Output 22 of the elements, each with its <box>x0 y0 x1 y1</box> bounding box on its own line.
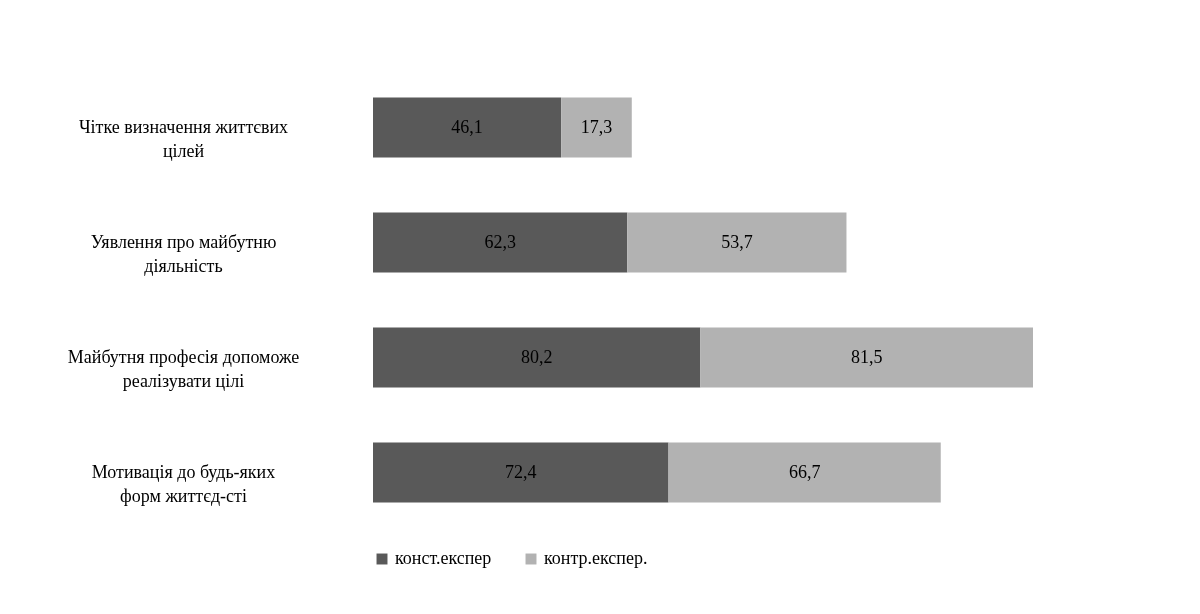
data-label: 62,3 <box>484 231 516 252</box>
bar <box>668 442 941 503</box>
legend-label: конст.експер <box>395 548 492 568</box>
legend-label: контр.експер. <box>544 548 648 568</box>
data-label: 72,4 <box>505 461 537 482</box>
data-label: 66,7 <box>788 461 821 482</box>
bar <box>373 97 562 158</box>
y-tick-label: Майбутня професія допоможе реалізувати цілі <box>67 346 300 391</box>
data-label: 46,1 <box>451 116 483 137</box>
bar <box>627 212 847 273</box>
bar <box>373 327 701 388</box>
y-tick-label: Чітке визначення життєвих цілей <box>78 116 289 161</box>
data-label: 81,5 <box>850 346 883 367</box>
bar <box>561 97 632 158</box>
data-label: 80,2 <box>520 346 553 367</box>
data-label: 17,3 <box>580 116 613 137</box>
y-tick-label: Уявлення про майбутню діяльність <box>90 231 277 276</box>
bar <box>373 212 628 273</box>
bar <box>700 327 1033 388</box>
bar <box>373 442 669 503</box>
y-tick-label: Мотивація до будь-яких форм життєд-сті <box>91 461 276 506</box>
data-label: 53,7 <box>721 231 753 252</box>
